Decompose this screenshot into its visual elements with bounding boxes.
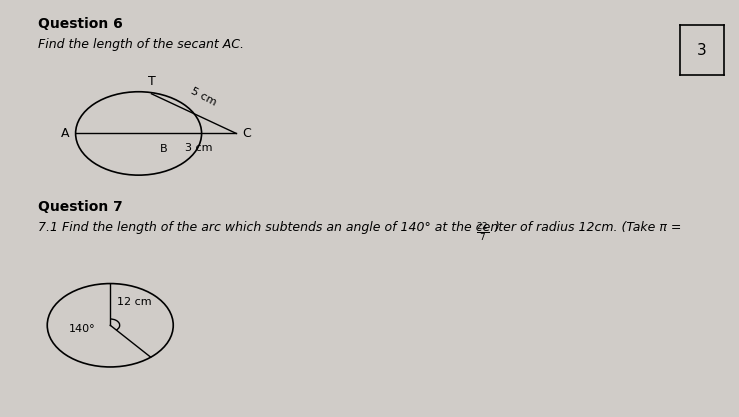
- Text: T: T: [148, 75, 155, 88]
- Text: 5 cm: 5 cm: [189, 85, 218, 108]
- Text: C: C: [242, 127, 251, 140]
- Text: Find the length of the secant AC.: Find the length of the secant AC.: [38, 38, 244, 50]
- Text: B: B: [160, 144, 168, 154]
- Text: Question 7: Question 7: [38, 200, 123, 214]
- Text: A: A: [61, 127, 69, 140]
- Text: Question 6: Question 6: [38, 17, 123, 31]
- Text: 3 cm: 3 cm: [185, 143, 212, 153]
- Text: $\frac{22}{7}$: $\frac{22}{7}$: [476, 221, 488, 243]
- Text: 140°: 140°: [69, 324, 95, 334]
- Text: ): ): [494, 221, 500, 234]
- Text: 7.1 Find the length of the arc which subtends an angle of 140° at the center of : 7.1 Find the length of the arc which sub…: [38, 221, 685, 234]
- Text: 3: 3: [697, 43, 707, 58]
- Text: 12 cm: 12 cm: [117, 297, 151, 307]
